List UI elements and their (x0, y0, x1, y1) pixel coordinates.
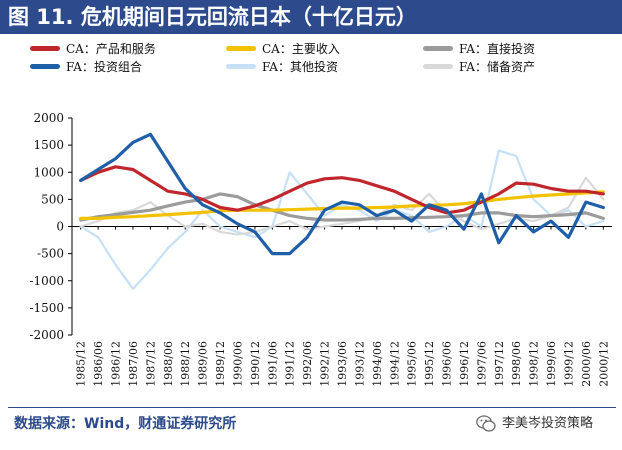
x-tick-label: 1988/06 (162, 341, 175, 387)
source-note: 数据来源：Wind，财通证券研究所 (14, 416, 237, 432)
legend-swatch (423, 45, 453, 51)
x-tick-label: 1989/12 (214, 341, 227, 387)
x-tick-label: 1997/12 (493, 341, 506, 387)
chart-legend: CA：产品和服务 CA：主要收入 FA：直接投资 FA：投资组合 FA：其他投资 FA：储… (8, 40, 618, 80)
y-tick-label: -500 (37, 247, 64, 261)
footer-divider (8, 407, 616, 408)
y-tick-label: -1000 (29, 274, 64, 288)
series-line-2 (79, 190, 605, 220)
x-tick-label: 1988/12 (179, 341, 192, 387)
x-tick-label: 1986/12 (110, 341, 123, 387)
x-tick-label: 1990/12 (249, 341, 262, 387)
brand-name: 李美岑投资策略 (502, 416, 594, 431)
series-line-5 (79, 149, 605, 290)
x-tick-label: 1985/12 (75, 341, 88, 387)
series-line-1 (79, 165, 605, 215)
y-tick-label: -2000 (29, 328, 64, 342)
x-tick-label: 1986/06 (92, 341, 105, 387)
series-line-4 (79, 132, 605, 256)
y-tick-label: 500 (41, 192, 64, 206)
x-tick-label: 1995/06 (406, 341, 419, 387)
y-tick-label: 2000 (33, 111, 64, 125)
wechat-icon (476, 415, 496, 432)
x-tick-label: 1995/12 (423, 341, 436, 387)
chart-plot: -2000 -1500 -1000 -500 0 500 1000 1500 2000 1985/… (29, 111, 612, 387)
x-tick-label: 1989/06 (197, 341, 210, 387)
legend-item: FA：投资组合 (30, 58, 142, 74)
x-tick-label: 2000/12 (597, 341, 610, 387)
x-tick-label: 2000/06 (580, 341, 593, 387)
legend-label: FA：其他投资 (262, 59, 338, 74)
figure-title: 图 11. 危机期间日元回流日本（十亿日元） (0, 0, 622, 34)
legend-item: FA：直接投资 (423, 40, 535, 56)
x-tick-label: 1996/06 (441, 341, 454, 387)
x-tick-label: 1992/12 (319, 341, 332, 387)
x-tick-label: 1999/12 (562, 341, 575, 387)
x-tick-label: 1994/12 (388, 341, 401, 387)
legend-label: CA：主要收入 (262, 41, 340, 56)
x-tick-label: 1993/06 (336, 341, 349, 387)
legend-swatch (226, 45, 256, 51)
legend-item: FA：其他投资 (226, 58, 338, 74)
x-tick-label: 1992/06 (301, 341, 314, 387)
legend-swatch (30, 45, 60, 51)
x-tick-label: 1998/06 (510, 341, 523, 387)
legend-swatch (423, 63, 453, 69)
brand-watermark: 李美岑投资策略 (476, 414, 593, 434)
x-tick-label: 1991/06 (266, 341, 279, 387)
x-tick-label: 1994/06 (371, 341, 384, 387)
y-tick-label: 1000 (33, 165, 64, 179)
x-tick-label: 1997/06 (475, 341, 488, 387)
legend-label: FA：直接投资 (459, 41, 535, 56)
legend-label: CA：产品和服务 (66, 41, 156, 56)
x-tick-label: 1999/06 (545, 341, 558, 387)
y-tick-label: 0 (56, 220, 64, 234)
x-tick-label: 1993/12 (353, 341, 366, 387)
legend-item: CA：主要收入 (226, 40, 340, 56)
legend-label: FA：投资组合 (66, 59, 142, 74)
legend-item: CA：产品和服务 (30, 40, 156, 56)
legend-label: FA：储备资产 (459, 59, 535, 74)
x-tick-label: 1987/06 (127, 341, 140, 387)
x-tick-label: 1987/12 (144, 341, 157, 387)
x-tick-label: 1991/12 (284, 341, 297, 387)
legend-swatch (226, 63, 256, 69)
x-tick-label: 1990/06 (231, 341, 244, 387)
legend-swatch (30, 63, 60, 69)
x-tick-label: 1998/12 (528, 341, 541, 387)
y-tick-label: 1500 (33, 138, 64, 152)
x-tick-label: 1996/12 (458, 341, 471, 387)
y-tick-label: -1500 (29, 301, 64, 315)
legend-item: FA：储备资产 (423, 58, 535, 74)
